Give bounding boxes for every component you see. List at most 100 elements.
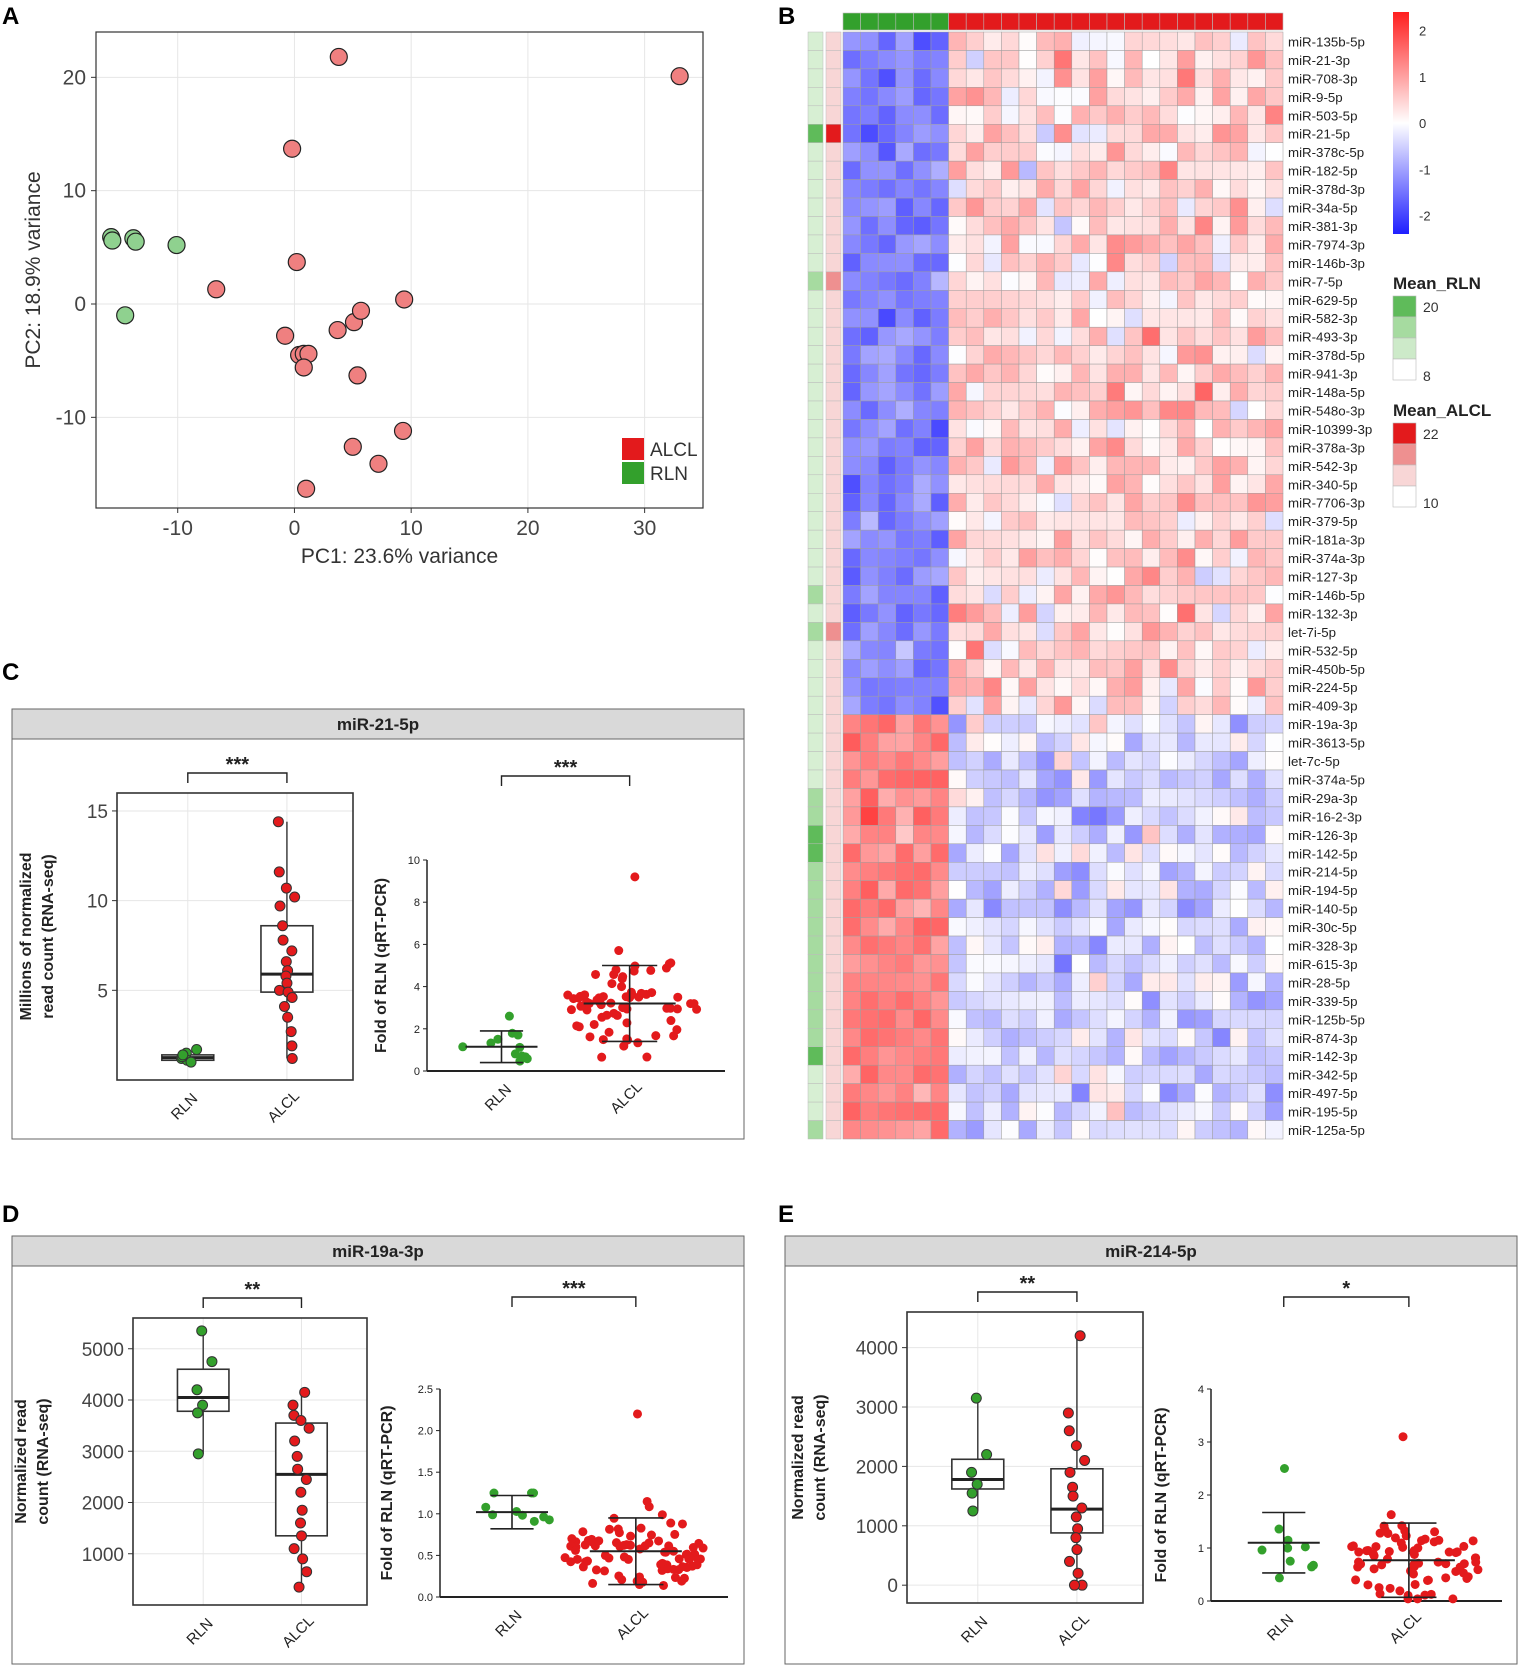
heatmap-cell <box>1106 216 1125 236</box>
heatmap-cell <box>965 31 985 51</box>
heatmap-cell <box>1018 179 1037 199</box>
heatmap-cell <box>1212 825 1231 845</box>
heatmap-cell <box>1265 1028 1284 1048</box>
heatmap-cell <box>1159 345 1178 365</box>
row-label: miR-7706-3p <box>1288 496 1365 511</box>
alcl-group-cell <box>1106 12 1125 31</box>
heatmap-cell <box>895 991 914 1011</box>
alcl-qpcr-point <box>598 1035 608 1045</box>
mean-rln-annotation-cell <box>807 917 824 937</box>
alcl-qpcr-point <box>1429 1537 1439 1547</box>
mean-rln-annotation-cell <box>807 622 824 642</box>
alcl-qpcr-point <box>1462 1573 1472 1583</box>
row-label: miR-224-5p <box>1288 680 1357 695</box>
heatmap-cell <box>1194 622 1213 642</box>
heatmap-cell <box>1229 714 1249 734</box>
heatmap-cell <box>913 105 932 125</box>
heatmap-cell <box>1089 87 1108 107</box>
heatmap-cell <box>1177 862 1196 881</box>
heatmap-cell <box>895 714 914 734</box>
heatmap-cell <box>1177 880 1196 900</box>
rln-qpcr-point <box>1279 1464 1289 1473</box>
heatmap-cell <box>965 732 985 752</box>
heatmap-cell <box>1018 732 1037 752</box>
mean-alcl-annotation-cell <box>825 363 842 383</box>
heatmap-cell <box>1159 972 1178 992</box>
heatmap-cell <box>1265 493 1284 512</box>
heatmap-cell <box>1053 714 1073 734</box>
heatmap-cell <box>1106 862 1125 881</box>
mean-rln-legend-swatch <box>1392 316 1417 339</box>
heatmap-cell <box>1036 732 1055 752</box>
heatmap-cell <box>842 105 861 125</box>
heatmap-cell <box>877 382 897 402</box>
row-label: miR-125a-5p <box>1288 1123 1365 1138</box>
y-tick-label: 0 <box>414 1066 420 1078</box>
heatmap-cell <box>895 529 914 549</box>
heatmap-cell <box>860 160 879 180</box>
heatmap-cell <box>983 216 1002 236</box>
heatmap-cell <box>1071 603 1090 623</box>
heatmap-cell <box>1018 437 1037 457</box>
heatmap-cell <box>1247 1064 1266 1084</box>
heatmap-cell <box>1071 585 1090 605</box>
alcl-qpcr-point <box>604 1027 614 1037</box>
mean-alcl-legend-swatch <box>1392 485 1417 508</box>
heatmap-cell <box>1071 659 1090 678</box>
strip-title: miR-214-5p <box>1105 1242 1197 1261</box>
alcl-group-cell <box>1141 12 1161 31</box>
heatmap-cell <box>1177 954 1196 974</box>
heatmap-cell <box>1247 972 1266 992</box>
mean-rln-annotation-cell <box>807 880 824 900</box>
heatmap-cell <box>1071 345 1090 365</box>
mean-rln-annotation-cell <box>807 677 824 697</box>
heatmap-cell <box>1089 640 1108 660</box>
box-iqr <box>274 1422 329 1537</box>
heatmap-cell <box>948 1028 967 1048</box>
y-tick-label: 0.5 <box>418 1550 433 1562</box>
mean-rln-annotation-cell <box>807 400 824 420</box>
heatmap-cell <box>877 548 897 568</box>
mean-rln-annotation-cell <box>807 862 824 881</box>
heatmap-cell <box>877 1101 897 1121</box>
heatmap-cell <box>1036 142 1055 162</box>
heatmap-cell <box>913 363 932 383</box>
heatmap-cell <box>1265 622 1284 642</box>
heatmap-cell <box>1089 585 1108 605</box>
heatmap-cell <box>1141 105 1161 125</box>
heatmap-cell <box>1001 1120 1020 1140</box>
heatmap-cell <box>1141 825 1161 845</box>
heatmap-cell <box>1036 751 1055 771</box>
heatmap-cell <box>1212 917 1231 937</box>
heatmap-cell <box>1212 142 1231 162</box>
heatmap-cell <box>1071 972 1090 992</box>
alcl-qpcr-point <box>617 982 627 992</box>
mean-alcl-annotation-cell <box>825 68 842 88</box>
heatmap-cell <box>1229 991 1249 1011</box>
heatmap-cell <box>913 1120 932 1140</box>
heatmap-cell <box>1071 234 1090 254</box>
heatmap-cell <box>1194 197 1213 217</box>
row-label: miR-328-3p <box>1288 939 1357 954</box>
alcl-qpcr-point <box>617 1575 627 1585</box>
heatmap-cell <box>860 1009 879 1029</box>
heatmap-cell <box>1141 1028 1161 1048</box>
heatmap-cell <box>1247 160 1266 180</box>
row-label: miR-29a-3p <box>1288 791 1357 806</box>
rln-box-point <box>191 1384 203 1396</box>
heatmap-cell <box>1124 400 1143 420</box>
heatmap-cell <box>1159 216 1178 236</box>
alcl-sample-point <box>287 252 306 272</box>
heatmap-cell <box>1124 493 1143 512</box>
heatmap-cell <box>1212 87 1231 107</box>
heatmap-cell <box>1036 1083 1055 1103</box>
heatmap-cell <box>1071 806 1090 826</box>
heatmap-cell <box>965 400 985 420</box>
heatmap-cell <box>1141 1083 1161 1103</box>
heatmap-cell <box>860 622 879 642</box>
heatmap-cell <box>1106 1083 1125 1103</box>
heatmap-cell <box>842 1101 861 1121</box>
heatmap-cell <box>948 474 967 494</box>
heatmap-cell <box>1053 677 1073 697</box>
